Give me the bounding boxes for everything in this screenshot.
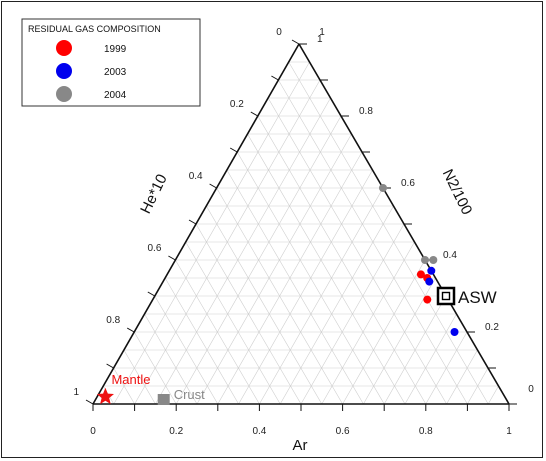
data-point-2003 [427, 267, 435, 275]
legend: RESIDUAL GAS COMPOSITION 1999 2003 2004 [22, 19, 200, 106]
tick-left [189, 220, 196, 224]
legend-marker-2004 [56, 86, 72, 102]
tick-left [230, 148, 237, 152]
legend-title: RESIDUAL GAS COMPOSITION [28, 24, 161, 34]
mantle-label: Mantle [111, 372, 150, 387]
grid-line-ar [197, 134, 352, 404]
tick-left [271, 76, 278, 80]
tick-left [127, 328, 134, 332]
tick-label-left: 0.6 [147, 243, 161, 254]
tick-left [168, 256, 175, 260]
tick-label-bottom: 0 [90, 426, 96, 437]
tick-left [251, 112, 258, 116]
left-axis-title: He*10 [137, 172, 171, 217]
grid-line-ar [447, 350, 478, 404]
legend-label-2003: 2003 [104, 67, 127, 78]
apex-label-right: 1 [319, 27, 325, 38]
grid-line-ar [239, 170, 373, 404]
bottom-axis-title: Ar [293, 437, 308, 454]
crust-marker [158, 394, 170, 405]
apex-label-left: 0 [276, 27, 282, 38]
right-corner-label: 0 [528, 384, 534, 395]
data-point-1999 [423, 296, 431, 304]
grid-line-ar [322, 242, 415, 404]
grid-line-ar [488, 386, 498, 404]
asw-label: ASW [458, 288, 497, 307]
tick-label-right: 0.4 [443, 250, 457, 261]
crust-label: Crust [174, 387, 205, 402]
tick-left [86, 400, 93, 404]
tick-label-bottom: 0.4 [252, 426, 266, 437]
tick-label-bottom: 0.8 [419, 426, 433, 437]
data-point-2003 [451, 328, 459, 336]
tick-label-left: 0.4 [189, 171, 203, 182]
mantle-marker [97, 388, 114, 404]
asw-marker [438, 288, 454, 304]
tick-left [292, 40, 299, 44]
grid-line-ar [114, 62, 310, 404]
tick-label-left: 1 [73, 387, 79, 398]
grid-line-he [248, 134, 406, 404]
data-point-2004 [379, 184, 387, 192]
data-point-2003 [425, 278, 433, 286]
grid-line-he [186, 242, 281, 404]
legend-label-2004: 2004 [104, 90, 127, 101]
tick-label-right: 0.6 [401, 178, 415, 189]
ternary-grid [103, 62, 498, 404]
tick-label-bottom: 0.6 [336, 426, 350, 437]
grid-line-ar [155, 98, 330, 404]
legend-marker-1999 [56, 40, 72, 56]
tick-label-bottom: 1 [506, 426, 512, 437]
tick-label-left: 0.2 [230, 99, 244, 110]
grid-line-he [165, 278, 239, 404]
grid-line-he [206, 206, 321, 404]
tick-label-right: 0.8 [359, 106, 373, 117]
tick-label-right: 0.2 [485, 322, 499, 333]
data-point-2004 [429, 256, 437, 264]
tick-left [210, 184, 217, 188]
tick-label-left: 0.8 [106, 315, 120, 326]
grid-line-ar [280, 206, 393, 404]
tick-label-bottom: 0.2 [169, 426, 183, 437]
right-axis-title: N2/100 [439, 167, 475, 218]
legend-label-1999: 1999 [104, 44, 127, 55]
grid-line-ar [405, 314, 457, 404]
grid-line-he [227, 170, 364, 404]
legend-marker-2003 [56, 63, 72, 79]
data-point-2004 [421, 256, 429, 264]
tick-left [148, 292, 155, 296]
grid-line-he [289, 62, 489, 404]
tick-left [107, 364, 114, 368]
